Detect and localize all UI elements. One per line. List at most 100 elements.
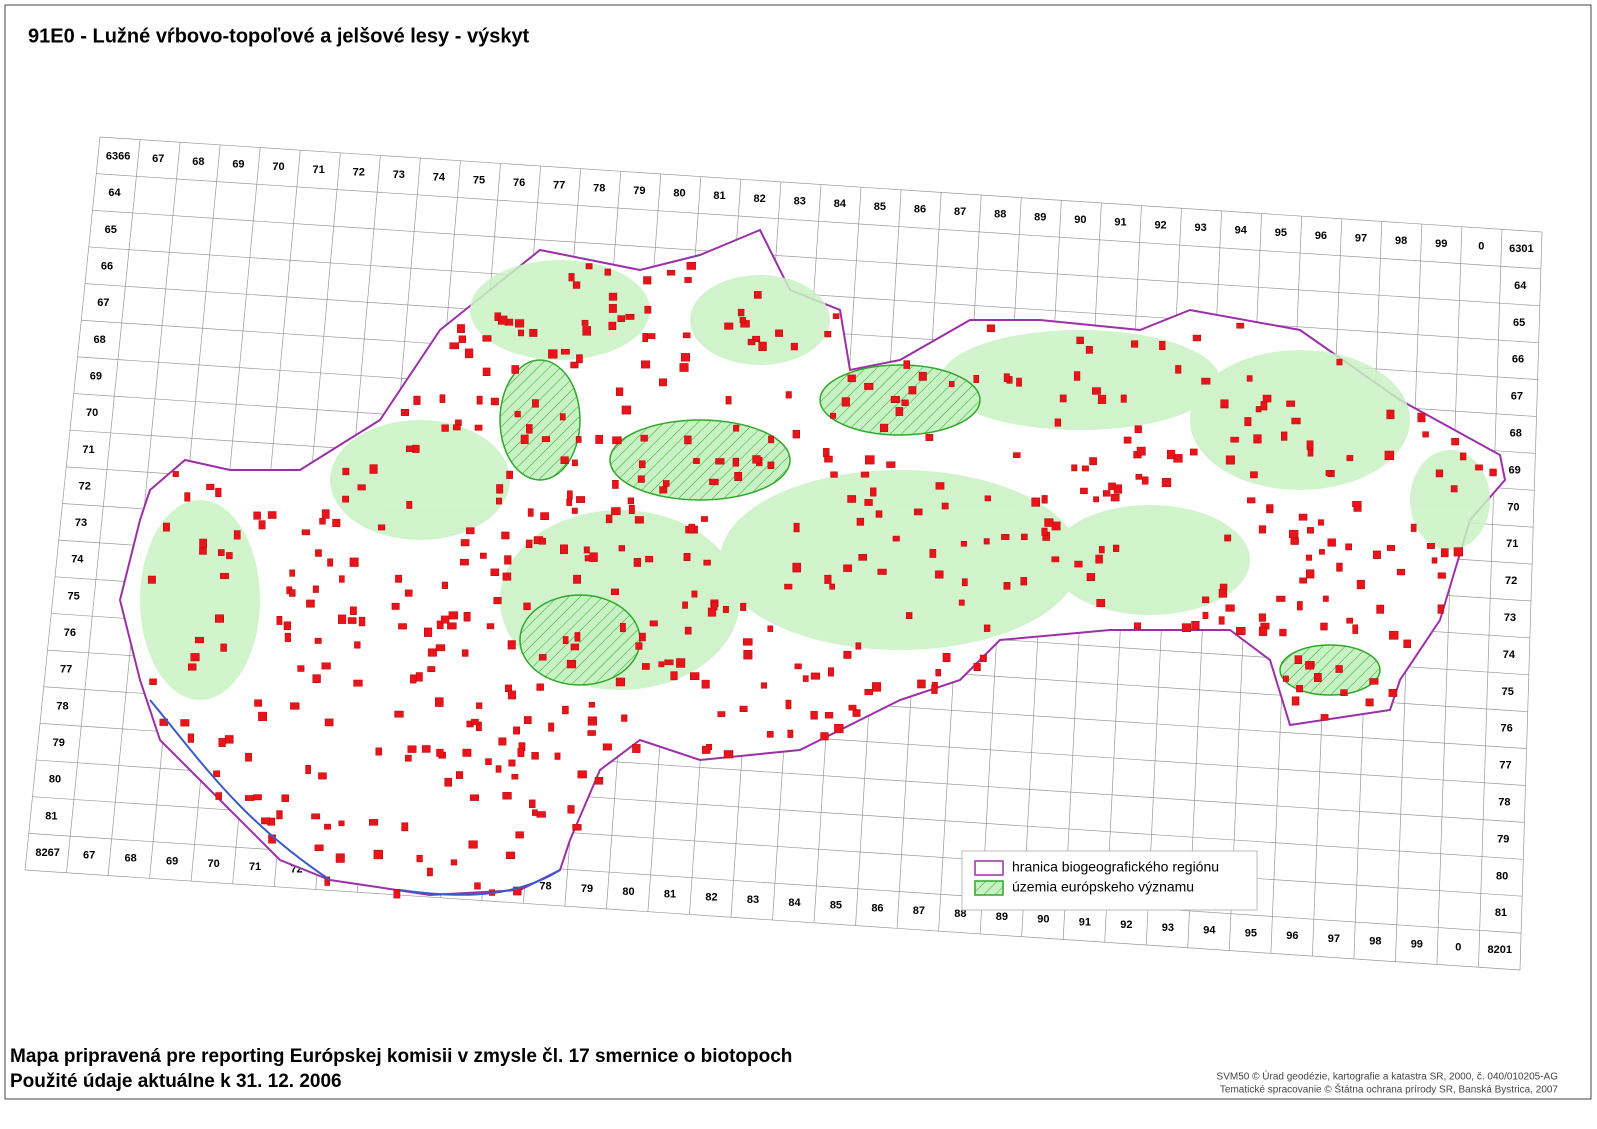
occurrence: [595, 434, 603, 444]
occurrence: [707, 607, 717, 617]
occurrence: [1258, 525, 1267, 534]
occurrence: [1080, 487, 1088, 494]
occurrence: [1250, 471, 1258, 479]
grid-label: 87: [913, 905, 925, 917]
occurrence: [347, 617, 357, 624]
grid-label: 0: [1478, 240, 1484, 252]
occurrence: [427, 648, 437, 657]
occurrence: [315, 549, 322, 557]
grid-line: [92, 209, 1540, 307]
occurrence: [349, 557, 359, 567]
occurrence: [469, 794, 480, 801]
grid-label: 64: [108, 187, 121, 199]
occurrence: [172, 471, 179, 477]
occurrence: [441, 581, 448, 589]
occurrence: [608, 321, 617, 330]
occurrence: [740, 602, 747, 611]
grid-line: [96, 173, 1541, 270]
grid-label: 6301: [1509, 243, 1533, 255]
occurrence: [843, 650, 852, 659]
occurrence: [790, 342, 798, 351]
occurrence: [737, 308, 745, 317]
grid-label: 82: [754, 193, 766, 205]
grid-label: 80: [622, 886, 634, 898]
grid-label: 88: [954, 908, 966, 920]
occurrence: [426, 867, 433, 877]
occurrence: [914, 508, 923, 516]
occurrence: [1189, 448, 1198, 456]
occurrence: [635, 642, 643, 650]
occurrence: [1345, 543, 1352, 551]
occurrence: [1389, 630, 1399, 640]
grid-label: 73: [75, 517, 87, 529]
occurrence: [594, 777, 604, 785]
legend-label: územia európskeho významu: [1012, 879, 1194, 895]
occurrence: [513, 886, 522, 896]
occurrence: [1089, 457, 1097, 466]
occurrence: [775, 329, 783, 337]
occurrence: [1307, 527, 1314, 534]
legend-label: hranica biogeografického regiónu: [1012, 859, 1219, 875]
occurrence: [612, 436, 622, 445]
occurrence: [973, 375, 980, 383]
occurrence: [1260, 401, 1268, 411]
occurrence: [1219, 583, 1228, 590]
occurrence: [1307, 449, 1314, 457]
occurrence: [567, 805, 575, 814]
occurrence: [895, 407, 904, 416]
occurrence: [627, 497, 635, 505]
occurrence: [324, 876, 331, 886]
occurrence: [984, 495, 991, 502]
occurrence: [829, 583, 836, 590]
occurrence: [1218, 588, 1228, 598]
grid-label: 8201: [1488, 944, 1512, 956]
occurrence: [276, 810, 283, 820]
occurrence: [1054, 418, 1062, 427]
occurrence: [1356, 579, 1365, 590]
occurrence: [532, 809, 538, 816]
occurrence: [793, 522, 800, 533]
occurrence: [1386, 544, 1396, 551]
occurrence: [1453, 547, 1464, 557]
occurrence: [723, 750, 734, 759]
occurrence: [206, 483, 215, 490]
occurrence: [852, 709, 861, 717]
occurrence: [496, 497, 502, 505]
occurrence: [1003, 582, 1011, 590]
grid-label: 68: [93, 334, 105, 346]
occurrence: [860, 471, 870, 478]
grid-label: 83: [794, 195, 806, 207]
grid-label: 90: [1037, 914, 1049, 926]
occurrence: [1236, 627, 1246, 636]
occurrence: [983, 624, 991, 632]
occurrence: [306, 599, 315, 608]
occurrence: [682, 601, 688, 609]
occurrence: [575, 436, 582, 443]
occurrence: [215, 614, 224, 623]
grid-label: 78: [593, 182, 605, 194]
occurrence: [217, 549, 225, 556]
occurrence: [830, 412, 837, 419]
occurrence: [1336, 562, 1343, 572]
occurrence: [617, 315, 625, 322]
grid-label: 96: [1286, 930, 1298, 942]
occurrence: [948, 381, 955, 387]
occurrence: [568, 273, 575, 282]
grid-label: 0: [1455, 941, 1461, 953]
grid-label: 71: [1506, 538, 1518, 550]
occurrence: [682, 332, 691, 339]
occurrence: [768, 435, 775, 444]
grid-label: 70: [1507, 501, 1519, 513]
occurrence: [752, 455, 761, 464]
grid-label: 97: [1355, 232, 1367, 244]
grid-label: 72: [1505, 575, 1517, 587]
occurrence: [1410, 523, 1417, 532]
occurrence: [1276, 595, 1286, 602]
occurrence: [1073, 371, 1081, 381]
occurrence: [400, 408, 409, 416]
occurrence: [572, 281, 581, 289]
occurrence: [571, 507, 578, 514]
grid-label: 86: [914, 203, 926, 215]
occurrence: [405, 754, 412, 762]
occurrence: [190, 653, 200, 662]
